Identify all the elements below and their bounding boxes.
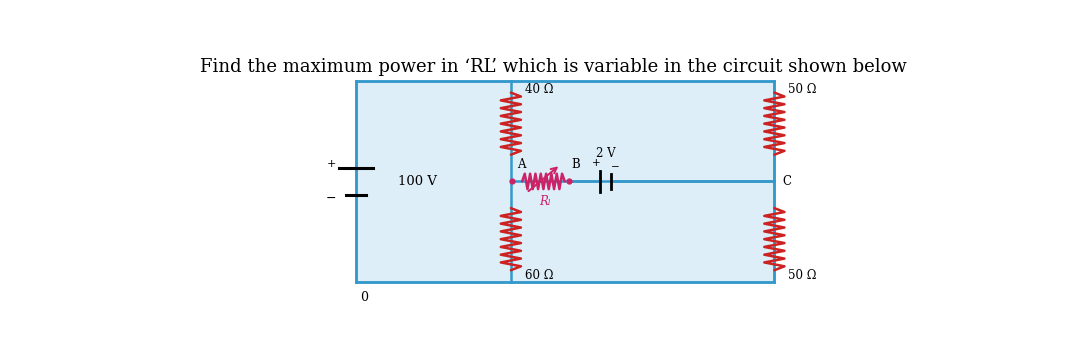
Text: C: C (782, 175, 792, 188)
FancyBboxPatch shape (356, 81, 774, 281)
Text: 50 Ω: 50 Ω (788, 84, 816, 96)
Text: Find the maximum power in ‘RL’ which is variable in the circuit shown below: Find the maximum power in ‘RL’ which is … (200, 58, 907, 76)
Text: −: − (610, 162, 620, 172)
Text: +: + (326, 160, 336, 170)
Text: −: − (326, 192, 336, 205)
Text: A: A (517, 158, 526, 171)
Text: B: B (571, 158, 580, 171)
Text: 2 V: 2 V (596, 147, 616, 160)
Text: 0: 0 (360, 291, 368, 304)
Text: 60 Ω: 60 Ω (525, 269, 553, 282)
Text: 50 Ω: 50 Ω (788, 269, 816, 282)
Text: Rₗ: Rₗ (539, 194, 551, 207)
Text: 40 Ω: 40 Ω (525, 84, 553, 96)
Text: 100 V: 100 V (399, 175, 437, 188)
Text: +: + (592, 158, 600, 168)
